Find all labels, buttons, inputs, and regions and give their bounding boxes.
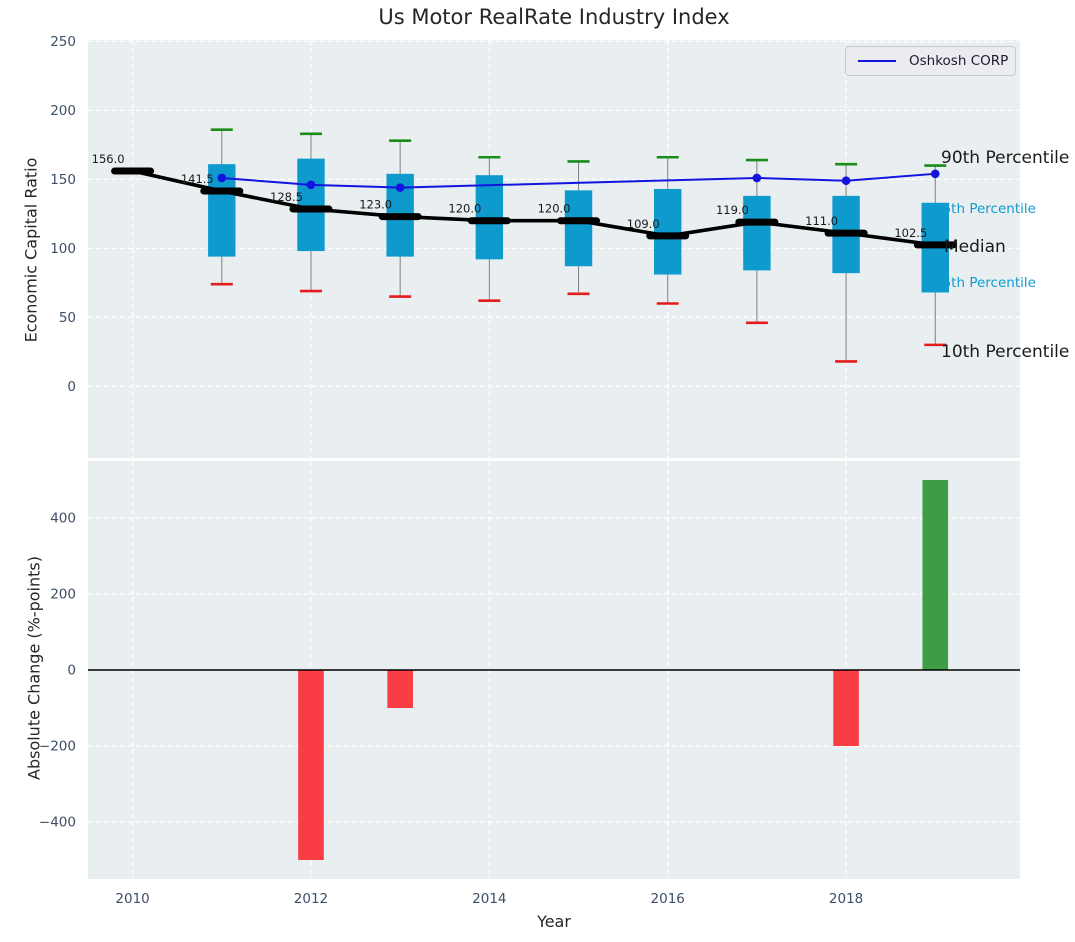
legend-line-sample <box>858 60 896 62</box>
median-value-label: 109.0 <box>627 217 660 231</box>
y-tick-label: 250 <box>50 34 76 50</box>
top-axes: 75th Percentile 25th Percentile 156.0 141.5… <box>50 34 1069 458</box>
y-tick-label: 50 <box>59 310 76 326</box>
iqr-box <box>297 158 325 252</box>
x-axis-label: Year <box>537 912 571 931</box>
median-line <box>132 169 936 247</box>
top-y-axis-label: Economic Capital Ratio <box>21 157 41 343</box>
y-tick-label: 200 <box>50 587 76 603</box>
y-tick-label: 0 <box>67 663 76 679</box>
iqr-box <box>564 190 593 267</box>
y-tick-label: 100 <box>50 241 76 257</box>
y-tick-label: −200 <box>39 739 76 755</box>
x-tick-label: 2016 <box>651 891 685 907</box>
plot-background <box>88 40 1020 458</box>
change-bar <box>298 670 324 860</box>
bottom-axes: 400 200 0 −200 −400 2010 2012 2014 2016 2018 <box>39 461 1020 907</box>
median-value-label: 141.5 <box>181 172 214 186</box>
y-tick-label: 200 <box>50 103 76 119</box>
bottom-y-axis-label: Absolute Change (%-points) <box>24 556 44 780</box>
median-value-label: 123.0 <box>359 198 392 212</box>
percentile-annotation: 10th Percentile <box>941 342 1069 362</box>
oshkosh-line <box>221 172 936 189</box>
change-bar <box>833 670 859 746</box>
change-bar <box>922 480 949 670</box>
percentile-annotation: 90th Percentile <box>941 148 1069 168</box>
percentile-annotation: 75th Percentile <box>934 201 1036 217</box>
percentile-annotation: Median <box>944 237 1006 257</box>
x-tick-label: 2014 <box>472 891 506 907</box>
oshkosh-marker <box>395 183 405 192</box>
oshkosh-marker <box>752 173 762 183</box>
median-value-label: 156.0 <box>92 152 125 166</box>
median-value-label: 120.0 <box>448 202 481 216</box>
chart-title: Us Motor RealRate Industry Index <box>378 5 730 29</box>
iqr-box <box>654 188 682 275</box>
iqr-box <box>743 195 771 271</box>
annotations-behind: 75th Percentile 25th Percentile <box>934 201 1036 291</box>
median-value-label: 128.5 <box>270 190 303 204</box>
median-value-label: 102.5 <box>894 226 927 240</box>
change-bar <box>387 670 413 708</box>
legend: Oshkosh CORP <box>845 46 1016 76</box>
x-tick-label: 2010 <box>115 891 149 907</box>
x-tick-label: 2012 <box>294 891 328 907</box>
median-value-label: 111.0 <box>805 214 838 228</box>
percentile-annotation: 25th Percentile <box>934 275 1036 291</box>
y-tick-label: 150 <box>50 172 76 188</box>
oshkosh-marker <box>306 180 316 190</box>
median-value-label: 119.0 <box>716 203 749 217</box>
legend-label: Oshkosh CORP <box>909 53 1009 69</box>
oshkosh-marker <box>841 176 851 186</box>
y-tick-label: 0 <box>67 379 76 395</box>
y-tick-label: −400 <box>39 815 76 831</box>
oshkosh-marker <box>930 169 940 179</box>
median-value-label: 120.0 <box>538 202 571 216</box>
oshkosh-marker <box>217 173 227 183</box>
x-tick-label: 2018 <box>829 891 863 907</box>
y-tick-label: 400 <box>50 511 76 527</box>
